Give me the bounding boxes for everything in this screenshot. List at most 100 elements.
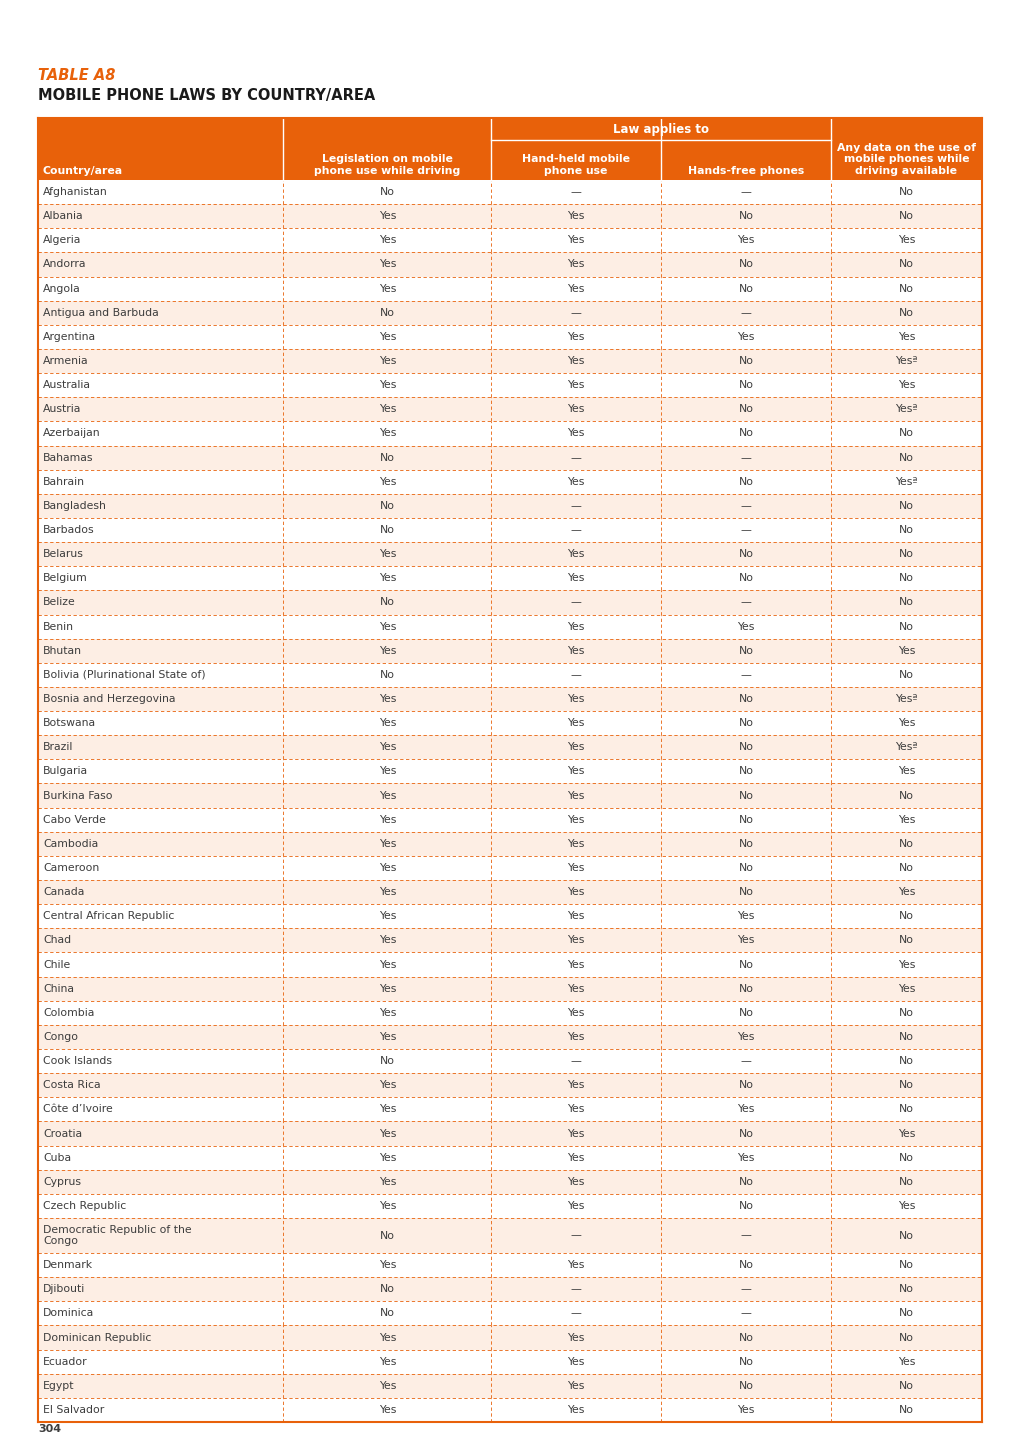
Bar: [38, 1218, 981, 1253]
Text: No: No: [898, 260, 913, 270]
Text: Yes: Yes: [378, 574, 395, 584]
Text: Law applies to: Law applies to: [612, 123, 708, 136]
Text: —: —: [740, 187, 751, 198]
Text: No: No: [379, 1230, 394, 1240]
Text: Yes: Yes: [567, 1105, 584, 1115]
Text: Yes: Yes: [567, 815, 584, 825]
Text: Belgium: Belgium: [43, 574, 88, 584]
Bar: [38, 880, 981, 904]
Bar: [38, 1048, 981, 1073]
Text: No: No: [738, 574, 753, 584]
Bar: [38, 118, 981, 180]
Text: —: —: [740, 1056, 751, 1066]
Text: No: No: [898, 1056, 913, 1066]
Text: Yes: Yes: [567, 260, 584, 270]
Bar: [38, 1097, 981, 1122]
Text: No: No: [379, 1308, 394, 1318]
Text: Yes: Yes: [567, 1177, 584, 1187]
Text: Yes: Yes: [378, 404, 395, 414]
Text: Yes: Yes: [567, 1260, 584, 1270]
Text: No: No: [898, 1230, 913, 1240]
Text: No: No: [379, 307, 394, 317]
Text: No: No: [898, 1332, 913, 1343]
Text: Yes: Yes: [378, 1008, 395, 1018]
Bar: [38, 1397, 981, 1422]
Bar: [38, 663, 981, 686]
Text: No: No: [738, 815, 753, 825]
Text: Yes: Yes: [567, 1332, 584, 1343]
Text: —: —: [570, 671, 581, 679]
Bar: [38, 976, 981, 1001]
Text: Yes: Yes: [897, 887, 914, 897]
Text: Yes: Yes: [378, 767, 395, 776]
Text: Yes: Yes: [897, 646, 914, 656]
Text: Egypt: Egypt: [43, 1381, 74, 1390]
Text: No: No: [738, 694, 753, 704]
Text: No: No: [738, 428, 753, 438]
Text: Yes: Yes: [897, 815, 914, 825]
Text: Yes: Yes: [378, 1405, 395, 1415]
Text: No: No: [738, 1008, 753, 1018]
Text: No: No: [898, 1008, 913, 1018]
Text: Central African Republic: Central African Republic: [43, 911, 174, 921]
Text: Benin: Benin: [43, 622, 74, 632]
Text: No: No: [738, 549, 753, 559]
Text: Yes: Yes: [378, 1152, 395, 1162]
Text: No: No: [738, 983, 753, 994]
Text: Yes: Yes: [378, 1080, 395, 1090]
Bar: [38, 614, 981, 639]
Bar: [38, 953, 981, 976]
Text: No: No: [379, 1056, 394, 1066]
Bar: [38, 1350, 981, 1374]
Bar: [38, 301, 981, 324]
Bar: [38, 1325, 981, 1350]
Text: Canada: Canada: [43, 887, 85, 897]
Text: Yes: Yes: [567, 1405, 584, 1415]
Text: Yes: Yes: [378, 839, 395, 849]
Bar: [38, 1145, 981, 1169]
Text: No: No: [898, 1381, 913, 1390]
Bar: [38, 373, 981, 397]
Text: Yes: Yes: [737, 1032, 754, 1043]
Bar: [38, 252, 981, 277]
Bar: [38, 686, 981, 711]
Text: No: No: [738, 477, 753, 487]
Text: Yes: Yes: [378, 549, 395, 559]
Text: Yes: Yes: [567, 1357, 584, 1367]
Text: Antigua and Barbuda: Antigua and Barbuda: [43, 307, 159, 317]
Text: Brazil: Brazil: [43, 743, 73, 753]
Text: Yes: Yes: [567, 983, 584, 994]
Text: —: —: [570, 525, 581, 535]
Text: Yes: Yes: [378, 815, 395, 825]
Text: Yes: Yes: [897, 381, 914, 391]
Text: No: No: [898, 284, 913, 294]
Bar: [38, 1374, 981, 1397]
Text: —: —: [570, 1285, 581, 1295]
Text: Albania: Albania: [43, 211, 84, 221]
Text: Czech Republic: Czech Republic: [43, 1201, 126, 1211]
Bar: [38, 639, 981, 663]
Text: Yesª: Yesª: [895, 356, 917, 366]
Text: No: No: [898, 1105, 913, 1115]
Bar: [38, 735, 981, 760]
Text: No: No: [738, 404, 753, 414]
Text: Yes: Yes: [567, 332, 584, 342]
Text: No: No: [738, 1357, 753, 1367]
Bar: [38, 180, 981, 205]
Text: No: No: [738, 1260, 753, 1270]
Text: Yes: Yes: [567, 767, 584, 776]
Text: —: —: [570, 1308, 581, 1318]
Bar: [38, 1194, 981, 1218]
Text: No: No: [898, 622, 913, 632]
Text: Congo: Congo: [43, 1032, 77, 1043]
Text: Yes: Yes: [567, 839, 584, 849]
Text: Yes: Yes: [567, 1032, 584, 1043]
Text: Yes: Yes: [378, 911, 395, 921]
Bar: [38, 349, 981, 373]
Text: Yes: Yes: [567, 477, 584, 487]
Text: —: —: [740, 1230, 751, 1240]
Text: Yes: Yes: [378, 646, 395, 656]
Text: Yes: Yes: [378, 1332, 395, 1343]
Text: No: No: [898, 597, 913, 607]
Text: Côte d’Ivoire: Côte d’Ivoire: [43, 1105, 113, 1115]
